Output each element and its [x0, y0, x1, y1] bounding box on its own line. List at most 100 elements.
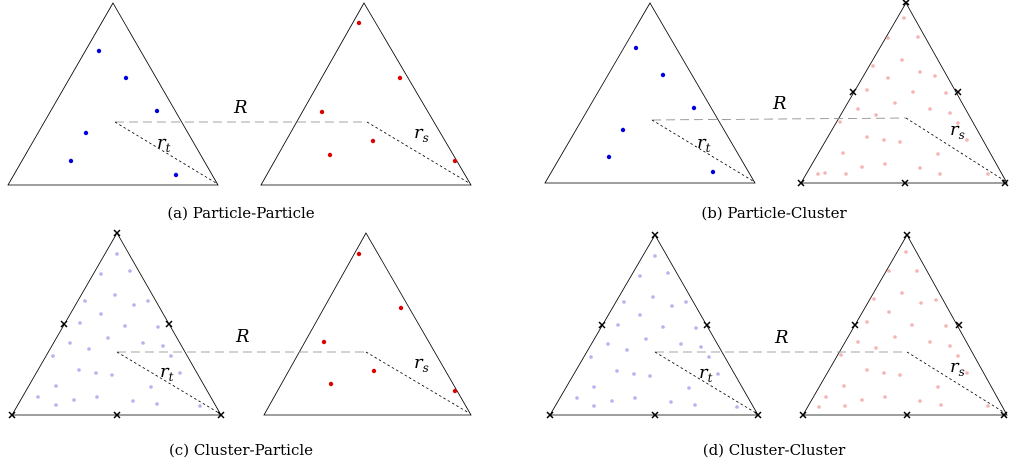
target-cluster-points — [575, 254, 739, 409]
cluster-point — [933, 74, 937, 78]
cluster-point — [842, 384, 846, 388]
panel-a: R rt rs (a) Particle-Particle — [7, 2, 472, 222]
cluster-point — [625, 348, 629, 352]
cluster-point — [911, 90, 915, 94]
cluster-point — [874, 113, 878, 117]
vertex-cross-icon — [1001, 179, 1009, 187]
vertex-cross-icon — [651, 231, 659, 239]
target-particles — [606, 45, 716, 175]
cluster-point — [956, 354, 960, 358]
cluster-point — [99, 272, 103, 276]
cluster-point — [948, 111, 952, 115]
cluster-point — [915, 269, 919, 273]
cluster-point — [161, 344, 165, 348]
source-particle — [452, 388, 458, 394]
cluster-point — [860, 398, 864, 402]
panel-d: R rt rs — [546, 231, 1008, 459]
cluster-point — [72, 398, 76, 402]
cluster-point — [919, 301, 923, 305]
cluster-point — [886, 36, 890, 40]
caption: (b) Particle-Cluster — [701, 204, 847, 222]
source-particle — [398, 305, 404, 311]
cluster-point — [77, 368, 81, 372]
cluster-point — [661, 325, 665, 329]
cluster-point — [871, 64, 875, 68]
vertex-cross-icon — [113, 229, 121, 237]
cluster-point — [615, 369, 619, 373]
cluster-point — [865, 88, 869, 92]
vertex-cross-icon — [849, 88, 857, 96]
target-particle — [691, 105, 697, 111]
cluster-point — [841, 151, 845, 155]
target-radius-label: rt — [697, 132, 711, 155]
target-particle — [83, 130, 89, 136]
vertex-cross-icon — [546, 411, 554, 419]
cluster-point — [938, 172, 942, 176]
cluster-point — [54, 384, 58, 388]
vertex-cross-icon — [955, 321, 963, 329]
source-triangle — [802, 234, 1008, 416]
source-triangle — [800, 2, 1008, 184]
cluster-point — [886, 76, 890, 80]
vertex-cross-icon — [113, 411, 121, 419]
cluster-point — [149, 385, 153, 389]
cluster-point — [651, 295, 655, 299]
cluster-point — [592, 385, 596, 389]
cluster-point — [910, 323, 914, 327]
cluster-point — [860, 165, 864, 169]
target-particle — [710, 169, 716, 175]
cluster-point — [156, 325, 160, 329]
cluster-point — [874, 346, 878, 350]
cluster-point — [735, 405, 739, 409]
source-particle — [370, 138, 376, 144]
cluster-point — [589, 355, 593, 359]
source-particles — [321, 251, 458, 394]
source-particle — [321, 339, 327, 345]
cluster-point — [644, 337, 648, 341]
source-triangle — [263, 232, 472, 416]
vertex-cross-icon — [903, 411, 911, 419]
cluster-point — [638, 274, 642, 278]
cluster-point — [78, 321, 82, 325]
panel-c: R rt rs — [8, 229, 472, 459]
cluster-point — [928, 340, 932, 344]
source-particle — [327, 152, 333, 158]
vertex-cross-icon — [799, 411, 807, 419]
cluster-point — [936, 152, 940, 156]
target-triangle — [7, 2, 219, 186]
cluster-point — [918, 166, 922, 170]
target-triangle — [549, 234, 759, 416]
cluster-point — [707, 355, 711, 359]
vertex-cross-icon — [598, 321, 606, 329]
source-particle — [356, 251, 362, 257]
target-cluster-points — [36, 252, 202, 408]
separation-label: R — [235, 326, 250, 347]
cluster-point — [36, 395, 40, 399]
cluster-point — [169, 354, 173, 358]
source-radius-line — [906, 351, 1006, 414]
source-radius-label: rs — [950, 356, 965, 379]
cluster-point — [670, 304, 674, 308]
cluster-point — [669, 400, 673, 404]
cluster-point — [902, 16, 906, 20]
source-radius-label: rs — [414, 122, 429, 145]
cluster-point — [141, 341, 145, 345]
cluster-point — [178, 371, 182, 375]
source-particle — [319, 109, 325, 115]
cluster-point — [956, 121, 960, 125]
cluster-point — [113, 293, 117, 297]
cluster-point — [872, 297, 876, 301]
cluster-point — [893, 101, 897, 105]
cluster-point — [904, 250, 908, 254]
caption: (c) Cluster-Particle — [169, 441, 313, 459]
cluster-point — [132, 303, 136, 307]
cluster-point — [633, 396, 637, 400]
cluster-point — [816, 172, 820, 176]
source-radius-label: rs — [414, 352, 429, 375]
cluster-point — [592, 404, 596, 408]
cluster-point — [916, 35, 920, 39]
cluster-point — [606, 342, 610, 346]
source-cluster-points — [816, 16, 990, 176]
vertex-cross-icon — [954, 88, 962, 96]
